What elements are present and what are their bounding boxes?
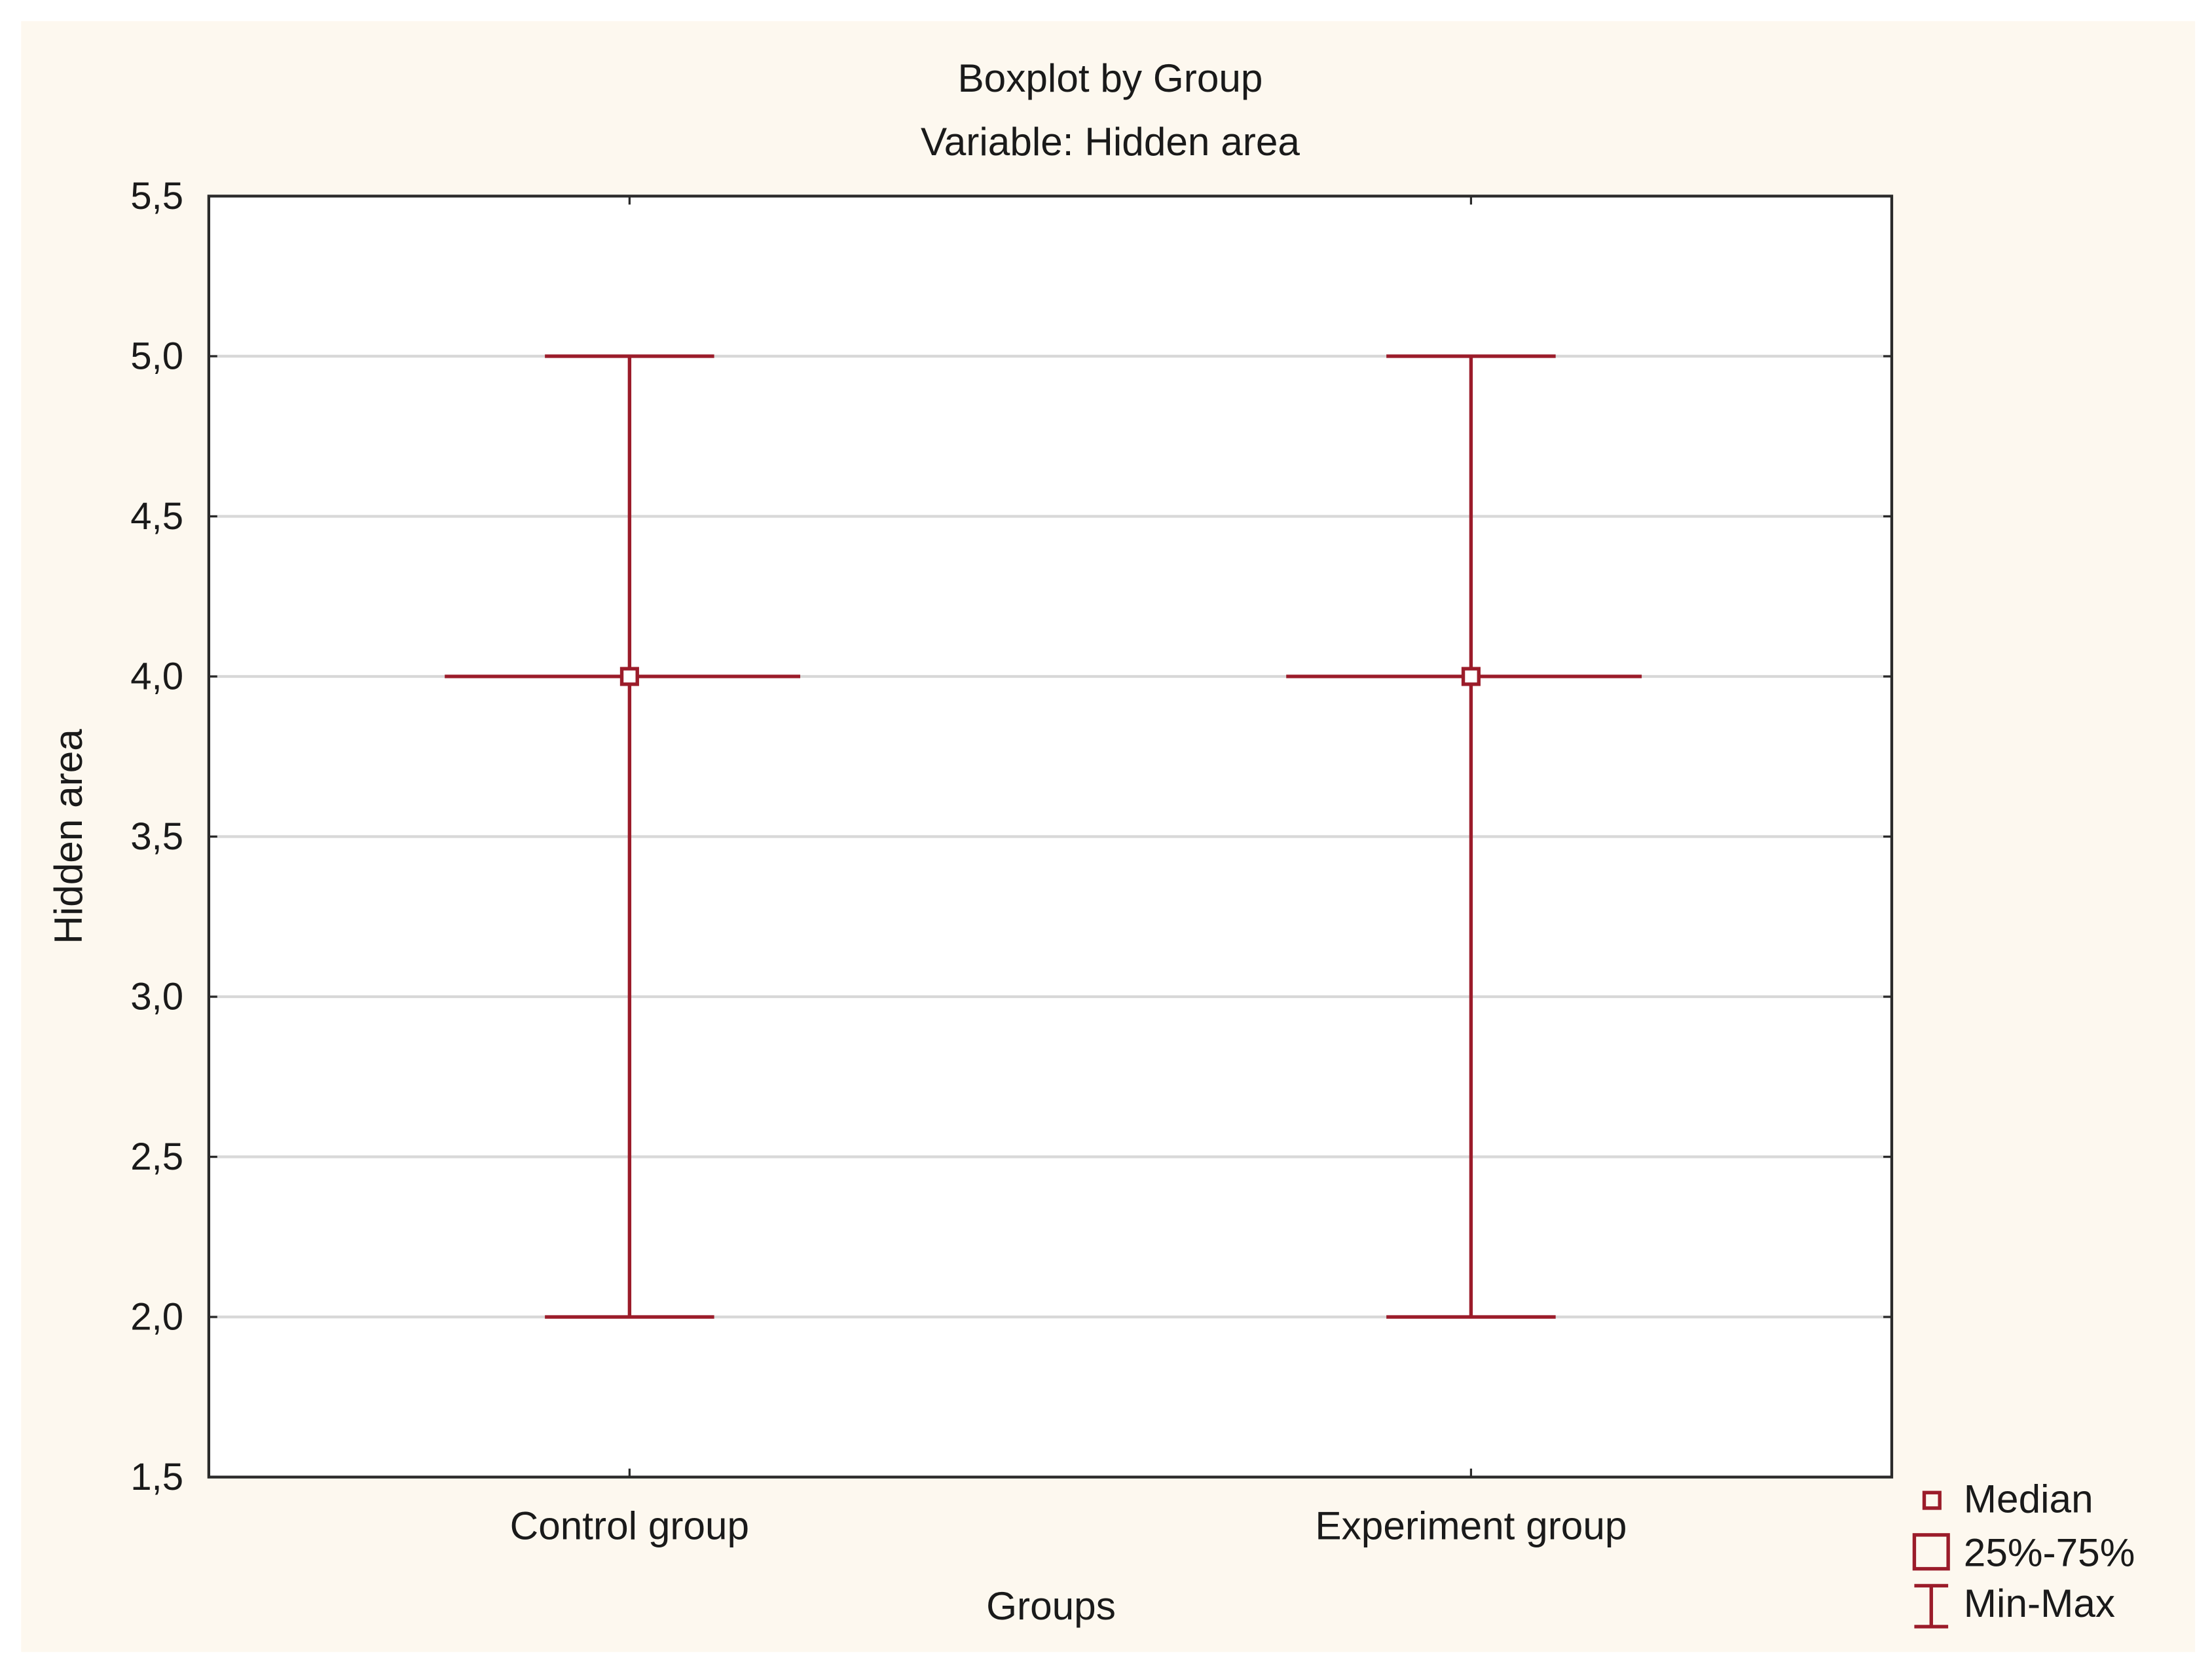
legend-median-icon bbox=[1922, 1490, 1942, 1510]
median-marker bbox=[1461, 667, 1481, 686]
y-tick-label: 5,0 bbox=[130, 335, 183, 377]
y-tick-label: 3,5 bbox=[130, 815, 183, 858]
legend-minmax-icon bbox=[1914, 1583, 1949, 1629]
x-tick-label: Experiment group bbox=[1315, 1503, 1627, 1547]
y-tick-label: 5,5 bbox=[130, 175, 183, 217]
legend-box-label: 25%-75% bbox=[1964, 1530, 2135, 1574]
y-tick-label: 1,5 bbox=[130, 1456, 183, 1498]
y-tick-label: 4,0 bbox=[130, 655, 183, 697]
y-tick-label: 3,0 bbox=[130, 975, 183, 1018]
y-tick-label: 4,5 bbox=[130, 495, 183, 538]
chart-title: Boxplot by Group bbox=[957, 56, 1263, 100]
x-axis-label: Groups bbox=[986, 1583, 1116, 1628]
legend: Median 25%-75% Min-Max bbox=[1912, 1476, 2135, 1629]
y-axis-label: Hidden area bbox=[46, 729, 90, 944]
y-tick-label: 2,5 bbox=[130, 1136, 183, 1178]
box-1 bbox=[445, 354, 801, 1319]
legend-median-label: Median bbox=[1964, 1476, 2093, 1521]
chart-subtitle: Variable: Hidden area bbox=[921, 119, 1300, 164]
legend-minmax-label: Min-Max bbox=[1964, 1581, 2115, 1625]
median-marker bbox=[619, 667, 639, 686]
box-2 bbox=[1286, 354, 1642, 1319]
x-tick-label: Control group bbox=[510, 1503, 749, 1547]
y-tick-label: 2,0 bbox=[130, 1295, 183, 1338]
legend-box-icon bbox=[1912, 1533, 1950, 1571]
